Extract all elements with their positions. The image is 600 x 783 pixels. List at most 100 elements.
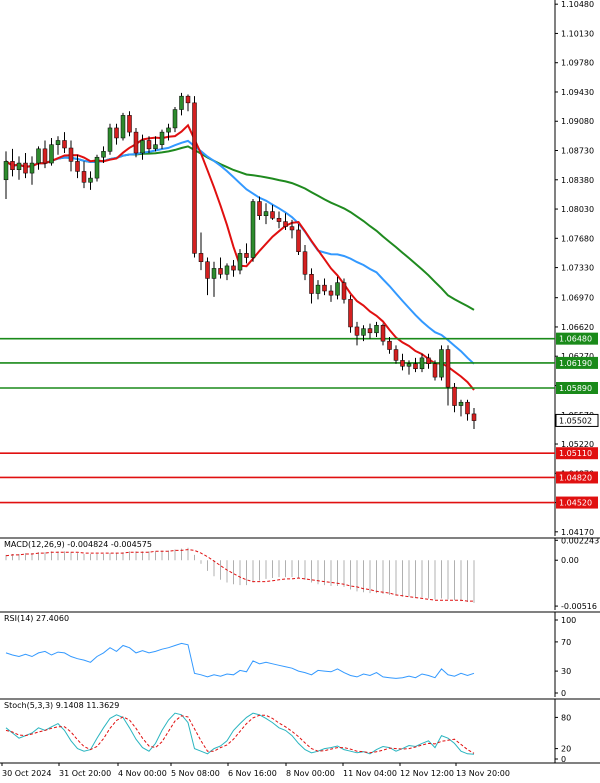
stoch-title: Stoch(5,3,3) 9.1408 11.3629 bbox=[4, 701, 119, 710]
candle-bearish bbox=[23, 162, 28, 174]
time-tick-label: 6 Nov 16:00 bbox=[228, 769, 277, 778]
price-tick-label: 1.10480 bbox=[561, 0, 594, 9]
time-tick-label: 31 Oct 20:00 bbox=[59, 769, 111, 778]
candle-bullish bbox=[36, 148, 41, 164]
macd-tick-label: -0.00516 bbox=[561, 602, 597, 611]
time-tick-label: 5 Nov 08:00 bbox=[171, 769, 220, 778]
rsi-line bbox=[5, 642, 475, 679]
candle-bullish bbox=[107, 127, 113, 152]
rsi-pane: RSI(14) 27.4060 100 70 30 0 bbox=[0, 611, 600, 698]
candle-bullish bbox=[250, 201, 256, 258]
candle-bullish bbox=[361, 328, 366, 336]
macd-signal-line bbox=[5, 549, 474, 602]
candle-bullish bbox=[237, 253, 243, 271]
level-label-box bbox=[556, 332, 598, 345]
candle-bearish bbox=[432, 363, 438, 378]
candle-bearish bbox=[354, 326, 360, 336]
candle-bullish bbox=[120, 115, 126, 139]
candle-bearish bbox=[393, 349, 399, 361]
candle-bearish bbox=[328, 290, 334, 296]
price-pane: 1.10480 1.10130 1.09780 1.09430 1.09080 1.087… bbox=[0, 0, 599, 537]
candle-bullish bbox=[172, 109, 178, 129]
candle-bearish bbox=[10, 161, 15, 170]
macd-pane: MACD(12,26,9) -0.004824 -0.004575 0.00224… bbox=[0, 536, 600, 611]
price-tick-label: 1.08730 bbox=[561, 147, 594, 156]
candle-bullish bbox=[101, 151, 106, 158]
candle-bearish bbox=[296, 229, 301, 252]
candle-bearish bbox=[146, 140, 152, 150]
candle-bullish bbox=[159, 131, 165, 145]
candle-bullish bbox=[335, 282, 340, 296]
level-label-box bbox=[556, 381, 598, 394]
candle-bearish bbox=[452, 386, 457, 406]
candle-bearish bbox=[426, 357, 431, 364]
current-price-label: 1.05502 bbox=[559, 416, 592, 425]
candle-bearish bbox=[289, 226, 295, 231]
candle-bullish bbox=[55, 140, 61, 145]
macd-title: MACD(12,26,9) -0.004824 -0.004575 bbox=[4, 540, 152, 549]
candle-bullish bbox=[88, 177, 93, 183]
time-axis: 30 Oct 2024 31 Oct 20:00 4 Nov 00:00 5 Nov … bbox=[0, 762, 600, 778]
candle-bullish bbox=[211, 268, 217, 279]
rsi-tick-label: 70 bbox=[561, 638, 571, 647]
candle-bearish bbox=[341, 282, 347, 300]
candle-bearish bbox=[185, 95, 191, 104]
candle-bearish bbox=[413, 363, 418, 370]
candle-bearish bbox=[62, 140, 67, 149]
candle-bearish bbox=[218, 268, 223, 275]
stoch-main-line bbox=[5, 712, 475, 755]
candle-bearish bbox=[445, 349, 451, 388]
candle-bearish bbox=[75, 161, 80, 172]
macd-tick-label: 0.00 bbox=[561, 556, 579, 565]
rsi-tick-label: 30 bbox=[561, 667, 571, 676]
price-tick-label: 1.05220 bbox=[561, 440, 594, 449]
candle-bullish bbox=[419, 357, 425, 370]
candle-bullish bbox=[224, 265, 230, 275]
candle-bullish bbox=[3, 161, 9, 181]
candle-bearish bbox=[283, 221, 288, 227]
current-price-box bbox=[555, 413, 599, 427]
candle-bullish bbox=[140, 140, 145, 154]
price-tick-label: 1.06270 bbox=[561, 352, 594, 361]
rsi-title: RSI(14) 27.4060 bbox=[4, 614, 69, 623]
stoch-pane: Stoch(5,3,3) 9.1408 11.3629 80 200 bbox=[0, 698, 600, 764]
candle-bearish bbox=[114, 127, 119, 139]
macd-tick-label: 0.002243 bbox=[561, 536, 599, 545]
candle-bearish bbox=[127, 115, 132, 133]
price-tick-label: 1.09080 bbox=[561, 117, 594, 126]
candle-bearish bbox=[68, 147, 74, 162]
candle-bearish bbox=[309, 274, 314, 294]
ma-mid-line bbox=[5, 139, 475, 365]
level-label-box bbox=[556, 447, 598, 460]
price-tick-label: 1.09430 bbox=[561, 88, 594, 97]
candle-bullish bbox=[16, 162, 22, 170]
candle-bearish bbox=[133, 131, 139, 154]
candle-bullish bbox=[179, 95, 184, 110]
stoch-tick-label: 80 bbox=[561, 713, 571, 722]
candle-bullish bbox=[458, 401, 464, 406]
level-label-box bbox=[556, 471, 598, 484]
time-tick-label: 4 Nov 00:00 bbox=[118, 769, 167, 778]
price-tick-label: 1.09780 bbox=[561, 59, 594, 68]
price-tick-label: 1.06970 bbox=[561, 294, 594, 303]
candle-bullish bbox=[29, 162, 35, 174]
level-label: 1.04520 bbox=[559, 499, 592, 508]
candle-bearish bbox=[198, 253, 204, 262]
time-tick-label: 12 Nov 12:00 bbox=[400, 769, 454, 778]
candle-bearish bbox=[302, 251, 308, 275]
level-label: 1.06480 bbox=[559, 335, 592, 344]
candle-bullish bbox=[406, 363, 412, 367]
price-tick-label: 1.07680 bbox=[561, 234, 594, 243]
candle-bullish bbox=[263, 211, 269, 216]
candle-bearish bbox=[205, 261, 210, 279]
level-label-box bbox=[556, 496, 598, 509]
candle-bullish bbox=[374, 325, 379, 334]
level-label-box bbox=[556, 356, 598, 369]
stoch-tick-label: 0 bbox=[561, 755, 566, 764]
time-tick-label: 30 Oct 2024 bbox=[2, 769, 51, 778]
candle-bearish bbox=[465, 401, 470, 415]
time-tick-label: 13 Nov 20:00 bbox=[456, 769, 510, 778]
candle-bullish bbox=[315, 284, 321, 294]
